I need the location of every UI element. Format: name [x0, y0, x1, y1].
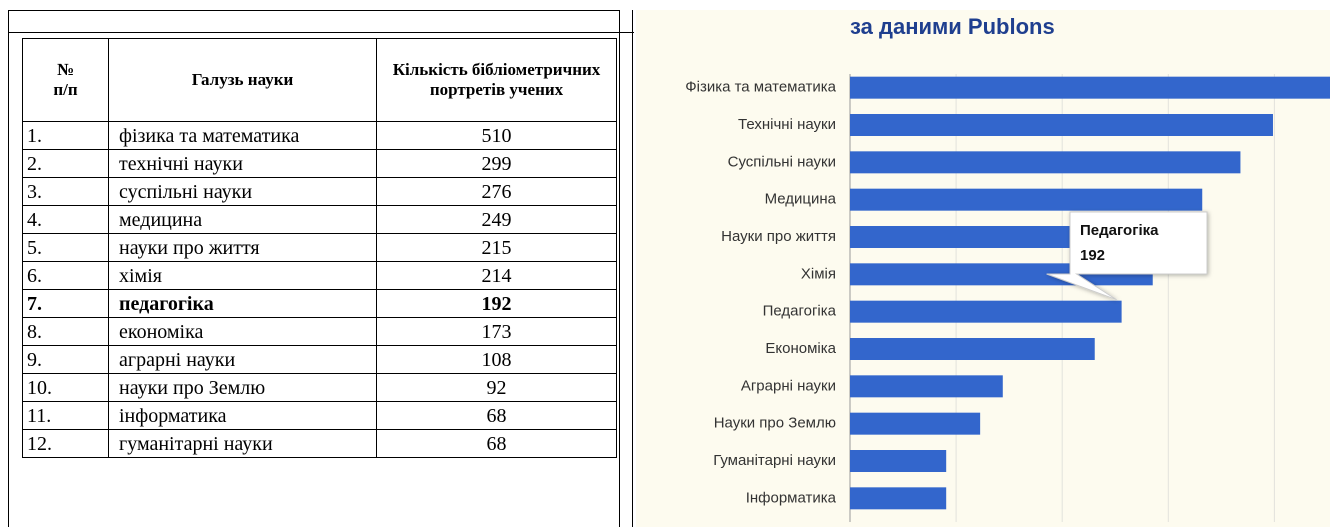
y-tick-label: Гуманітарні науки — [713, 452, 836, 469]
frame-line — [632, 10, 633, 527]
table-cell: 4. — [22, 205, 109, 234]
table-cell: 1. — [22, 121, 109, 150]
bar — [850, 188, 1203, 211]
y-tick-label: Аграрні науки — [741, 377, 836, 394]
table-cell: 215 — [376, 233, 617, 262]
table-row: 11. інформатика 68 — [22, 401, 617, 430]
y-tick-label: Фізика та математика — [685, 79, 836, 96]
header-cell: Кількість бібліометричних портретів учен… — [376, 38, 617, 122]
table-cell: педагогіка — [108, 289, 377, 318]
header-cell: Галузь науки — [108, 38, 377, 122]
tooltip — [1046, 211, 1208, 301]
table-cell: 249 — [376, 205, 617, 234]
bar — [850, 300, 1122, 323]
table-row: 8. економіка 173 — [22, 317, 617, 346]
table-cell: 68 — [376, 429, 617, 458]
table-cell: 8. — [22, 317, 109, 346]
tooltip-box — [1046, 211, 1208, 301]
table-row: 2. технічні науки 299 — [22, 149, 617, 178]
table-cell: економіка — [108, 317, 377, 346]
table-cell: 68 — [376, 401, 617, 430]
table-row: 4. медицина 249 — [22, 205, 617, 234]
table-cell: 12. — [22, 429, 109, 458]
tooltip-label: Педагогіка — [1080, 222, 1159, 239]
table-cell: 9. — [22, 345, 109, 374]
bar — [850, 114, 1273, 136]
table-cell: суспільні науки — [108, 177, 377, 206]
table-cell: технічні науки — [108, 149, 377, 178]
table-cell: фізика та математика — [108, 121, 377, 150]
table-row: 10. науки про Землю 92 — [22, 373, 617, 402]
table-frame — [8, 10, 620, 527]
frame-line — [8, 32, 634, 33]
table-cell: 6. — [22, 261, 109, 290]
y-tick-label: Інформатика — [746, 489, 837, 506]
header-cell: № п/п — [22, 38, 109, 122]
bar — [850, 151, 1241, 174]
table-row: 5. науки про життя 215 — [22, 233, 617, 262]
table-row: 1. фізика та математика 510 — [22, 121, 617, 150]
y-tick-label: Хімія — [801, 265, 836, 282]
bar — [850, 412, 981, 435]
table-row: 6. хімія 214 — [22, 261, 617, 290]
bar — [850, 487, 947, 510]
table-cell: науки про Землю — [108, 373, 377, 402]
y-tick-label: Суспільні науки — [728, 153, 836, 170]
table-cell: інформатика — [108, 401, 377, 430]
table-cell: 276 — [376, 177, 617, 206]
tooltip-value: 192 — [1080, 247, 1105, 264]
table-cell: 214 — [376, 261, 617, 290]
table-cell: 92 — [376, 373, 617, 402]
bar — [850, 375, 1003, 398]
table-row: 12. гуманітарні науки 68 — [22, 429, 617, 458]
table-row: 7. педагогіка 192 — [22, 289, 617, 318]
y-tick-label: Науки про життя — [721, 228, 836, 245]
table-cell: 173 — [376, 317, 617, 346]
table-cell: гуманітарні науки — [108, 429, 377, 458]
header-row: № п/п Галузь науки Кількість бібліометричн… — [22, 38, 617, 122]
data-table: № п/п Галузь науки Кількість бібліометричн… — [22, 38, 617, 458]
bar — [850, 450, 947, 472]
table-cell: 192 — [376, 289, 617, 318]
table-row: 9. аграрні науки 108 — [22, 345, 617, 374]
table-cell: аграрні науки — [108, 345, 377, 374]
bars — [850, 76, 1330, 510]
y-tick-label: Науки про Землю — [714, 415, 836, 432]
table-cell: 11. — [22, 401, 109, 430]
y-tick-label: Педагогіка — [763, 303, 837, 320]
table-cell: 7. — [22, 289, 109, 318]
table-row: 3. суспільні науки 276 — [22, 177, 617, 206]
y-tick-label: Медицина — [765, 191, 837, 208]
chart: за даними Publons Фізика та математика Те… — [636, 10, 1330, 527]
table-cell: 10. — [22, 373, 109, 402]
table-cell: науки про життя — [108, 233, 377, 262]
chart-title: за даними Publons — [850, 14, 1055, 39]
y-tick-label: Технічні науки — [738, 116, 836, 133]
table-cell: 510 — [376, 121, 617, 150]
table-cell: 108 — [376, 345, 617, 374]
y-tick-label: Економіка — [765, 340, 836, 357]
table-cell: 5. — [22, 233, 109, 262]
table-cell: 3. — [22, 177, 109, 206]
table-cell: 299 — [376, 149, 617, 178]
table-cell: медицина — [108, 205, 377, 234]
table-cell: хімія — [108, 261, 377, 290]
bar — [850, 338, 1095, 360]
table-cell: 2. — [22, 149, 109, 178]
bar — [850, 76, 1330, 99]
